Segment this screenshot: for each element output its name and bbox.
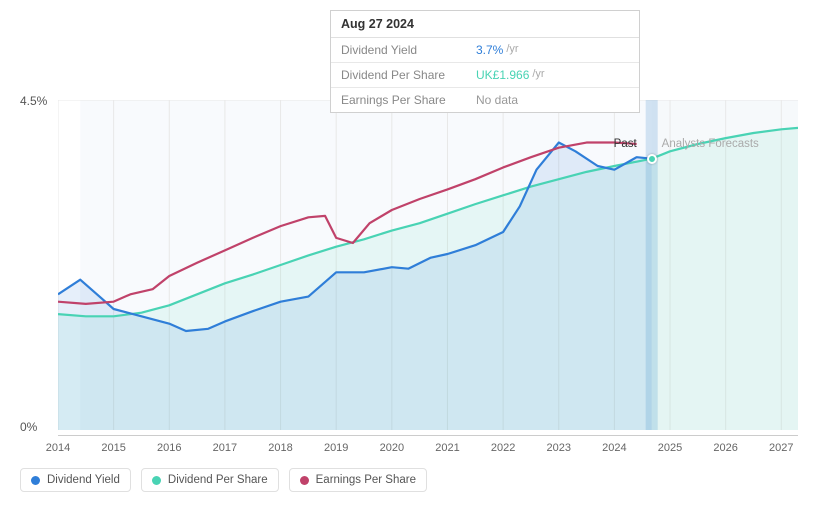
x-tick: 2017 [213, 442, 237, 454]
x-axis: 2014201520162017201820192020202120222023… [58, 435, 798, 455]
tooltip-date: Aug 27 2024 [331, 11, 639, 38]
y-label-bottom: 0% [20, 420, 37, 434]
legend-dot-icon [31, 476, 40, 485]
x-tick: 2027 [769, 442, 793, 454]
x-tick: 2016 [157, 442, 181, 454]
legend-label: Dividend Per Share [168, 474, 268, 486]
tooltip-unit: /yr [506, 43, 518, 57]
legend-item-dividend-per-share[interactable]: Dividend Per Share [141, 468, 279, 492]
tooltip-row: Earnings Per Share No data [331, 88, 639, 112]
tooltip-label: Dividend Yield [341, 43, 476, 57]
legend-dot-icon [300, 476, 309, 485]
legend-label: Dividend Yield [47, 474, 120, 486]
x-tick: 2015 [101, 442, 125, 454]
tooltip-value: UK£1.966 [476, 68, 529, 82]
past-label: Past [614, 138, 637, 150]
x-tick: 2022 [491, 442, 515, 454]
x-tick: 2014 [46, 442, 70, 454]
tooltip-label: Earnings Per Share [341, 93, 476, 107]
now-marker-icon [647, 154, 657, 164]
forecast-label: Analysts Forecasts [662, 138, 759, 150]
x-tick: 2026 [713, 442, 737, 454]
legend-item-earnings-per-share[interactable]: Earnings Per Share [289, 468, 427, 492]
x-tick: 2019 [324, 442, 348, 454]
x-tick: 2025 [658, 442, 682, 454]
x-tick: 2018 [268, 442, 292, 454]
tooltip: Aug 27 2024 Dividend Yield 3.7% /yr Divi… [330, 10, 640, 113]
tooltip-value: No data [476, 93, 518, 107]
legend-dot-icon [152, 476, 161, 485]
legend: Dividend Yield Dividend Per Share Earnin… [20, 468, 427, 492]
chart-area: Past Analysts Forecasts [58, 100, 798, 430]
legend-label: Earnings Per Share [316, 474, 416, 486]
tooltip-row: Dividend Yield 3.7% /yr [331, 38, 639, 63]
x-tick: 2023 [547, 442, 571, 454]
y-label-top: 4.5% [20, 94, 47, 108]
tooltip-row: Dividend Per Share UK£1.966 /yr [331, 63, 639, 88]
tooltip-value: 3.7% [476, 43, 503, 57]
x-tick: 2021 [435, 442, 459, 454]
tooltip-unit: /yr [532, 68, 544, 82]
legend-item-dividend-yield[interactable]: Dividend Yield [20, 468, 131, 492]
x-tick: 2024 [602, 442, 626, 454]
x-tick: 2020 [380, 442, 404, 454]
tooltip-label: Dividend Per Share [341, 68, 476, 82]
